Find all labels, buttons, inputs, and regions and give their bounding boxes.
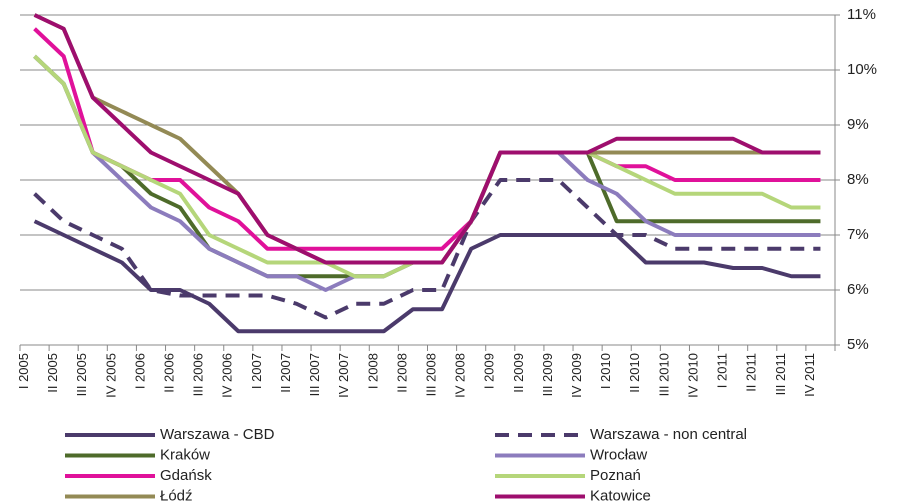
x-tick-label: II 2007 <box>278 353 293 393</box>
legend-label: Poznań <box>590 467 641 484</box>
x-tick-label: III 2009 <box>540 353 555 396</box>
x-tick-label: IV 2008 <box>453 353 468 398</box>
x-tick-label: I 2010 <box>598 353 613 389</box>
x-tick-label: IV 2009 <box>569 353 584 398</box>
x-tick-label: II 2005 <box>45 353 60 393</box>
x-tick-label: III 2010 <box>656 353 671 396</box>
legend-label: Łódź <box>160 487 193 504</box>
x-tick-label: I 2008 <box>365 353 380 389</box>
x-tick-label: III 2011 <box>773 353 788 395</box>
y-tick-label: 6% <box>847 281 869 298</box>
series-line <box>33 27 821 251</box>
x-tick-label: I 2007 <box>249 353 264 389</box>
x-tick-label: III 2005 <box>74 353 89 396</box>
x-tick-label: IV 2005 <box>103 353 118 398</box>
y-tick-label: 7% <box>847 226 869 243</box>
x-tick-label: III 2007 <box>307 353 322 396</box>
series-line <box>33 178 821 320</box>
series-line <box>33 54 821 279</box>
x-tick-label: II 2011 <box>744 353 759 392</box>
x-tick-label: II 2010 <box>627 353 642 393</box>
x-tick-label: IV 2006 <box>220 353 235 398</box>
legend-label: Kraków <box>160 446 210 463</box>
legend-label: Wrocław <box>590 446 647 463</box>
series-line <box>33 219 821 334</box>
y-tick-label: 10% <box>847 61 877 78</box>
y-tick-label: 9% <box>847 116 869 133</box>
x-tick-label: III 2008 <box>423 353 438 396</box>
legend-label: Gdańsk <box>160 467 212 484</box>
y-tick-label: 11% <box>847 6 876 23</box>
series-line <box>33 13 821 265</box>
y-tick-label: 5% <box>847 336 869 353</box>
plot <box>33 13 821 334</box>
legend-label: Katowice <box>590 487 651 504</box>
legend-label: Warszawa - CBD <box>160 426 275 443</box>
x-tick-label: IV 2010 <box>685 353 700 398</box>
x-tick-label: I 2006 <box>132 353 147 389</box>
x-tick-label: IV 2011 <box>802 353 817 397</box>
x-tick-label: II 2006 <box>162 353 177 393</box>
series-line <box>33 54 821 279</box>
series-line <box>33 54 821 292</box>
x-tick-label: II 2009 <box>511 353 526 393</box>
legend-label: Warszawa - non central <box>590 426 747 443</box>
y-tick-label: 8% <box>847 171 869 188</box>
x-tick-label: IV 2007 <box>336 353 351 398</box>
x-tick-label: II 2008 <box>394 353 409 393</box>
x-tick-label: III 2006 <box>191 353 206 396</box>
x-tick-label: I 2011 <box>715 353 730 388</box>
x-tick-label: I 2005 <box>16 353 31 389</box>
x-tick-label: I 2009 <box>482 353 497 389</box>
